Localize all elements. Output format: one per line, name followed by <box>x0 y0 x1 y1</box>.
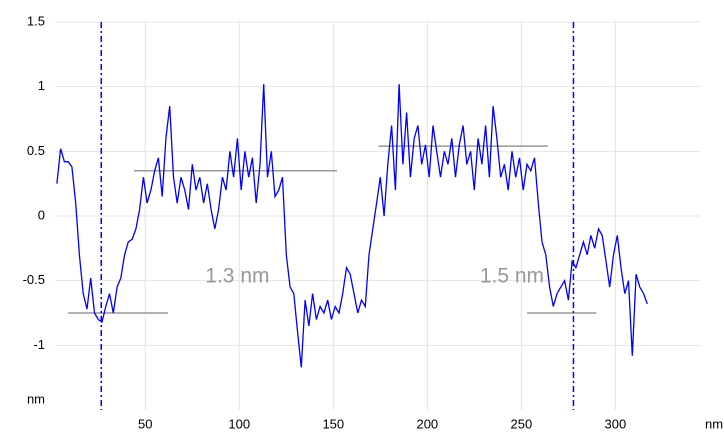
y-tick-label: -1 <box>33 337 45 352</box>
annotation: 1.3 nm <box>205 264 269 287</box>
y-axis-label: nm <box>27 391 45 406</box>
profile-line <box>56 84 648 368</box>
y-tick-label: -0.5 <box>23 272 45 287</box>
y-tick-label: 0.5 <box>27 143 45 158</box>
y-tick-label: 1 <box>38 78 45 93</box>
x-tick-label: 150 <box>322 416 344 431</box>
x-tick-label: 100 <box>228 416 250 431</box>
x-tick-label: 50 <box>138 416 152 431</box>
x-tick-label: 250 <box>511 416 533 431</box>
x-tick-label: 200 <box>416 416 438 431</box>
y-tick-label: 1.5 <box>27 13 45 28</box>
y-tick-label: 0 <box>38 207 45 222</box>
x-tick-label: 300 <box>605 416 627 431</box>
x-axis-label: nm <box>705 416 723 431</box>
annotation: 1.5 nm <box>480 264 544 287</box>
